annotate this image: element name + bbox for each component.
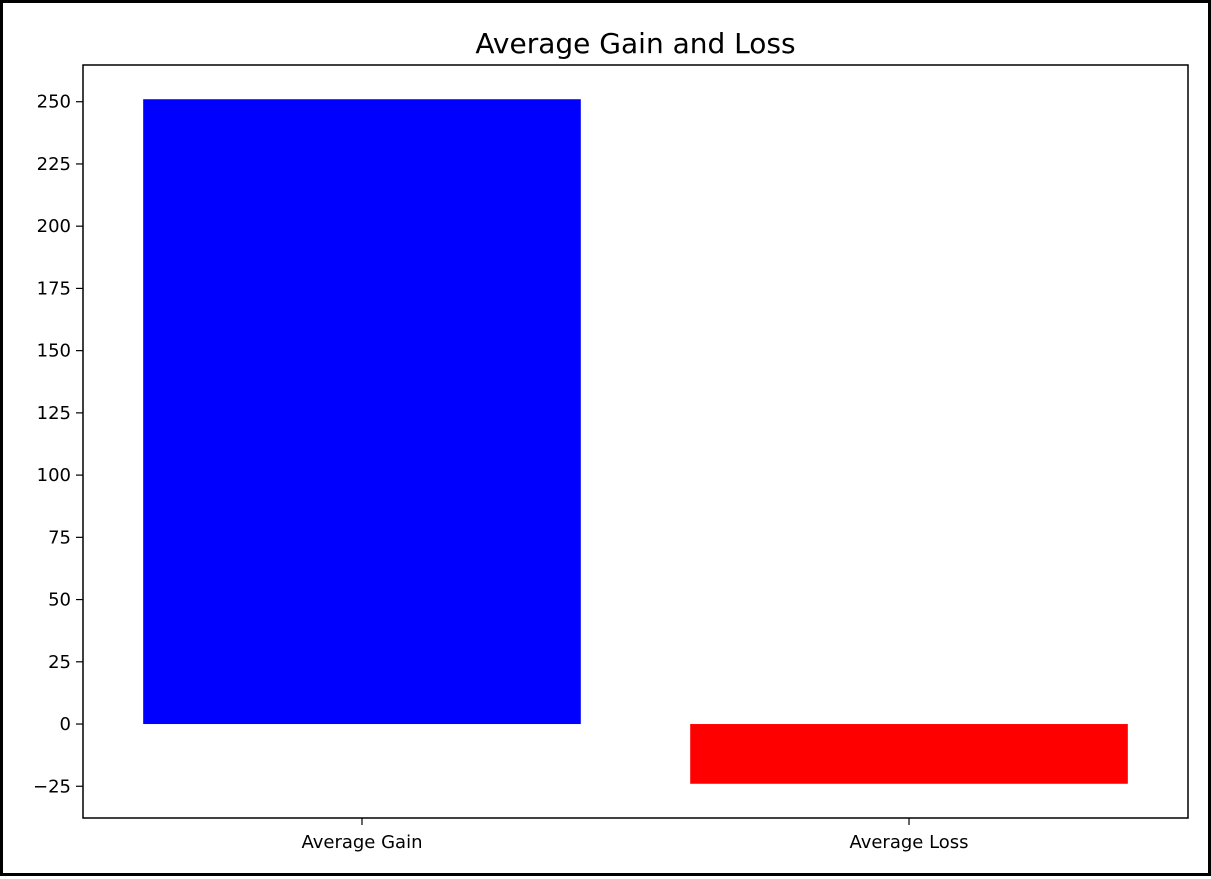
y-tick-label: 175 bbox=[37, 278, 71, 299]
y-tick-label: 125 bbox=[37, 403, 71, 424]
y-tick-label: 0 bbox=[60, 714, 71, 735]
y-tick-label: 150 bbox=[37, 341, 71, 362]
y-tick-label: 75 bbox=[48, 527, 71, 548]
plot-area-border bbox=[82, 64, 1189, 819]
y-axis: −25 0 25 50 75 100 125 150 175 200 225 250 bbox=[33, 92, 83, 797]
x-tick-label: Average Loss bbox=[849, 832, 968, 853]
y-tick-label: −25 bbox=[33, 776, 71, 797]
y-tick-label: 225 bbox=[37, 154, 71, 175]
y-tick-label: 100 bbox=[37, 465, 71, 486]
bar-chart: Average Gain and Loss −25 0 25 50 75 100 125 15… bbox=[33, 27, 1189, 853]
y-tick-label: 200 bbox=[37, 216, 71, 237]
x-tick-label: Average Gain bbox=[301, 832, 422, 853]
bar-average-gain bbox=[143, 99, 581, 725]
y-tick-label: 25 bbox=[48, 652, 71, 673]
x-axis: Average Gain Average Loss bbox=[301, 818, 969, 853]
bars-group bbox=[143, 99, 1128, 784]
chart-title: Average Gain and Loss bbox=[475, 27, 795, 60]
y-tick-label: 50 bbox=[48, 590, 71, 611]
bar-average-loss bbox=[690, 724, 1128, 784]
y-tick-label: 250 bbox=[37, 92, 71, 113]
